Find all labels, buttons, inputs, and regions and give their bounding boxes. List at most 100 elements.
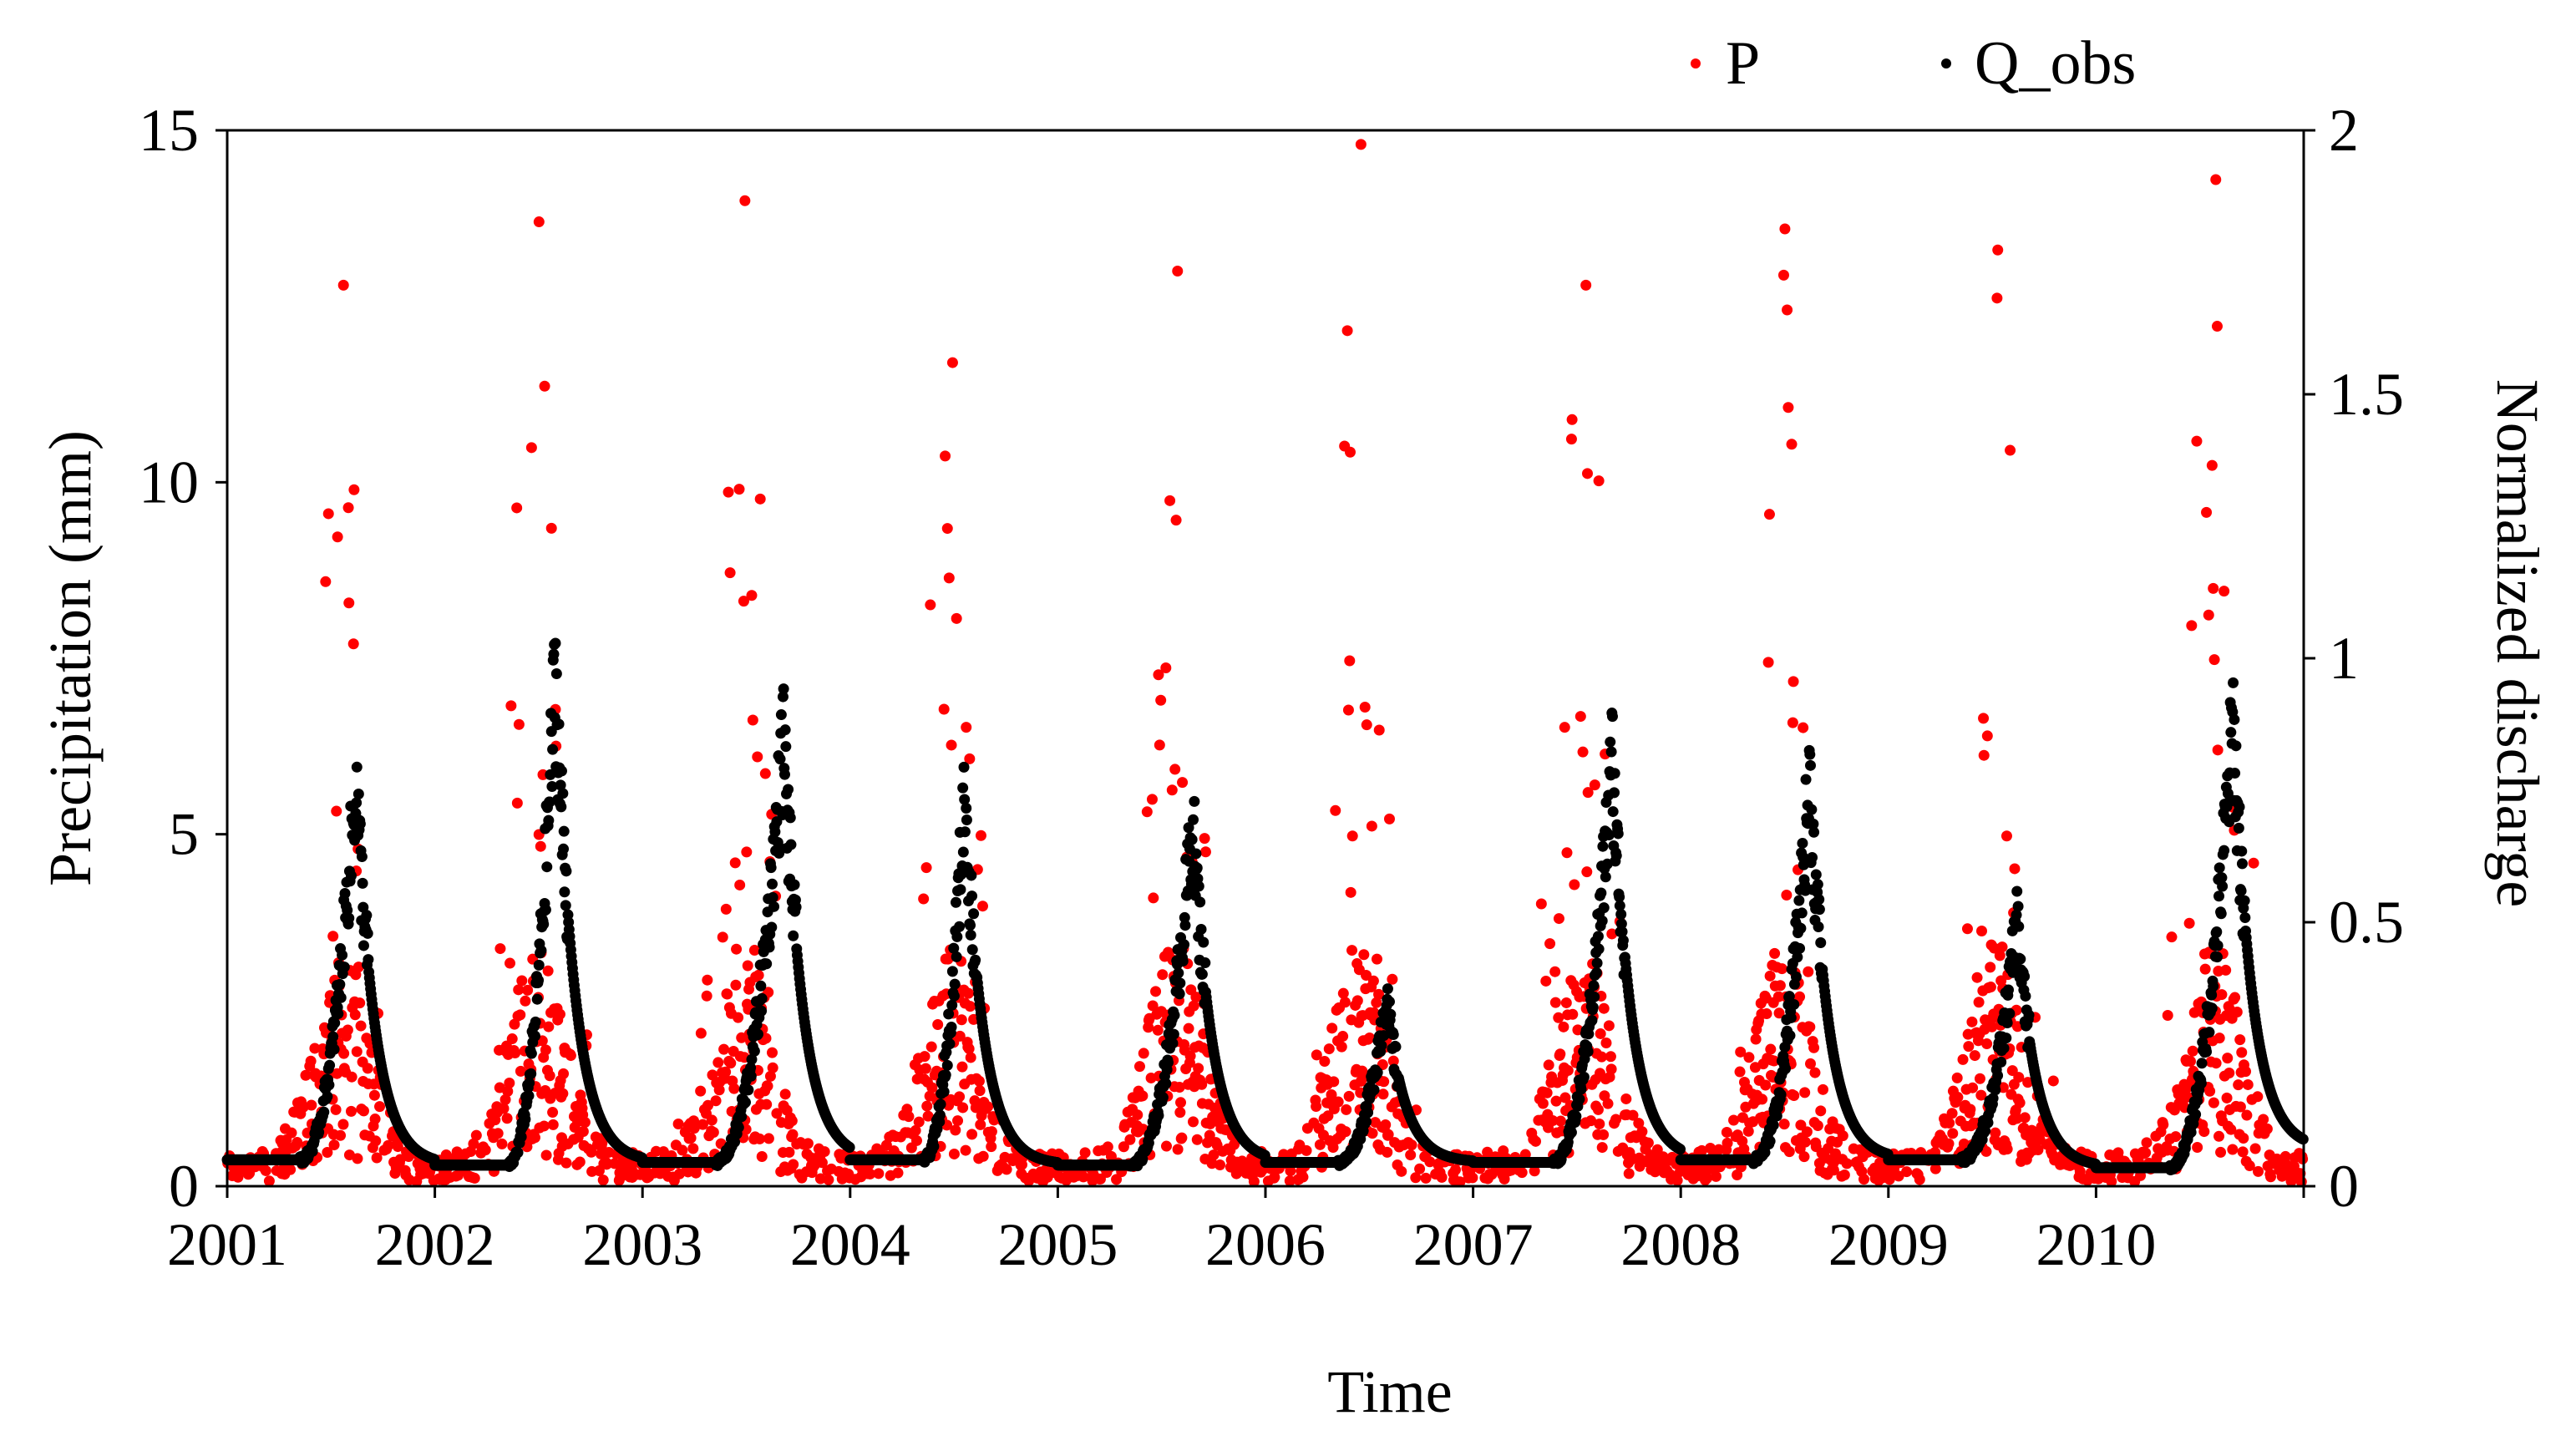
precip-point bbox=[922, 1110, 934, 1122]
discharge-point bbox=[1570, 1110, 1582, 1122]
precip-point bbox=[2229, 992, 2241, 1003]
precip-point bbox=[2261, 1123, 2273, 1134]
precip-point bbox=[501, 1113, 513, 1124]
precip-point bbox=[332, 531, 343, 543]
precip-point bbox=[1804, 1058, 1816, 1069]
discharge-point bbox=[1362, 1107, 1374, 1119]
precip-point bbox=[724, 567, 736, 579]
discharge-point bbox=[1588, 980, 1600, 992]
precip-point bbox=[1323, 1043, 1335, 1055]
discharge-point bbox=[948, 990, 960, 1002]
discharge-point bbox=[966, 944, 978, 956]
precip-point bbox=[1188, 1116, 1199, 1128]
precip-point bbox=[392, 1141, 403, 1153]
discharge-point bbox=[555, 779, 566, 791]
precip-point bbox=[695, 1085, 707, 1097]
precip-point bbox=[1986, 1021, 1998, 1032]
discharge-point bbox=[733, 1122, 744, 1134]
discharge-point bbox=[1780, 1063, 1792, 1074]
precip-point bbox=[1172, 1144, 1184, 1155]
discharge-point bbox=[766, 921, 778, 933]
discharge-point bbox=[531, 993, 543, 1005]
precip-point bbox=[2191, 435, 2203, 447]
precip-point bbox=[1164, 495, 1176, 506]
precip-point bbox=[506, 1033, 518, 1045]
precip-point bbox=[2224, 1068, 2235, 1079]
precip-point bbox=[328, 1139, 340, 1151]
precip-point bbox=[688, 1123, 700, 1134]
precip-point bbox=[729, 857, 741, 869]
precip-point bbox=[357, 1105, 369, 1117]
precip-point bbox=[309, 1043, 321, 1054]
discharge-point bbox=[1617, 935, 1629, 946]
discharge-point bbox=[548, 648, 560, 660]
precip-point bbox=[1963, 1041, 1975, 1053]
precip-point bbox=[355, 1020, 367, 1032]
precip-point bbox=[1341, 325, 1353, 337]
precip-point bbox=[1769, 947, 1781, 959]
precip-point bbox=[469, 1172, 480, 1184]
precip-point bbox=[880, 1139, 892, 1151]
precip-point bbox=[1988, 942, 2000, 954]
precip-point bbox=[1786, 439, 1798, 450]
precip-point bbox=[263, 1175, 275, 1187]
precip-point bbox=[741, 846, 753, 858]
precip-point bbox=[1530, 1135, 1542, 1147]
discharge-point bbox=[1792, 951, 1803, 963]
precip-point bbox=[2237, 1146, 2249, 1158]
precip-point bbox=[362, 1063, 373, 1074]
discharge-point bbox=[1578, 1071, 1590, 1083]
precip-point bbox=[1788, 1090, 1800, 1102]
precip-point bbox=[327, 931, 339, 942]
precip-point bbox=[1577, 746, 1589, 758]
precip-point bbox=[1377, 1088, 1389, 1100]
discharge-point bbox=[1361, 1116, 1372, 1128]
precip-point bbox=[903, 1111, 915, 1123]
precip-point bbox=[957, 1102, 969, 1114]
discharge-point bbox=[1605, 746, 1617, 758]
precip-point bbox=[1966, 1016, 1978, 1027]
precip-point bbox=[492, 1128, 504, 1139]
precip-point bbox=[771, 1108, 783, 1119]
discharge-point bbox=[1813, 904, 1825, 916]
discharge-point bbox=[788, 930, 799, 941]
precip-point bbox=[394, 1154, 406, 1165]
precip-point bbox=[1361, 970, 1372, 982]
precip-point bbox=[540, 1084, 551, 1096]
precip-point bbox=[1105, 1150, 1117, 1162]
precip-point bbox=[1373, 724, 1385, 736]
precip-point bbox=[1603, 1020, 1615, 1032]
discharge-point bbox=[745, 1070, 757, 1082]
precip-point bbox=[1102, 1141, 1113, 1153]
precip-point bbox=[1841, 1158, 1853, 1169]
precip-point bbox=[1778, 1119, 1790, 1130]
precip-point bbox=[1901, 1166, 1913, 1178]
discharge-point bbox=[950, 896, 961, 908]
precip-point bbox=[1768, 1055, 1780, 1067]
precip-point bbox=[1229, 1139, 1240, 1150]
precip-point bbox=[816, 1157, 828, 1169]
discharge-point bbox=[1589, 991, 1600, 1002]
discharge-point bbox=[559, 886, 570, 898]
precip-point bbox=[1343, 1090, 1355, 1102]
precip-point bbox=[1124, 1134, 1136, 1145]
precip-point bbox=[918, 893, 930, 905]
precip-point bbox=[966, 1129, 978, 1140]
precip-point bbox=[1359, 702, 1371, 713]
precip-point bbox=[1326, 1088, 1337, 1100]
discharge-point bbox=[951, 951, 962, 962]
discharge-point bbox=[785, 839, 797, 850]
discharge-point bbox=[946, 999, 958, 1011]
precip-point bbox=[2212, 744, 2224, 756]
precip-point bbox=[1815, 1105, 1827, 1117]
discharge-point bbox=[966, 870, 977, 881]
discharge-point bbox=[1793, 895, 1805, 906]
precip-point bbox=[695, 1027, 707, 1039]
discharge-point bbox=[1179, 911, 1190, 923]
precip-point bbox=[547, 1119, 559, 1130]
precip-point bbox=[950, 1124, 961, 1136]
precip-point bbox=[1817, 1083, 1828, 1095]
precip-point bbox=[1787, 717, 1798, 728]
precip-point bbox=[952, 1115, 964, 1127]
precip-point bbox=[962, 987, 974, 999]
